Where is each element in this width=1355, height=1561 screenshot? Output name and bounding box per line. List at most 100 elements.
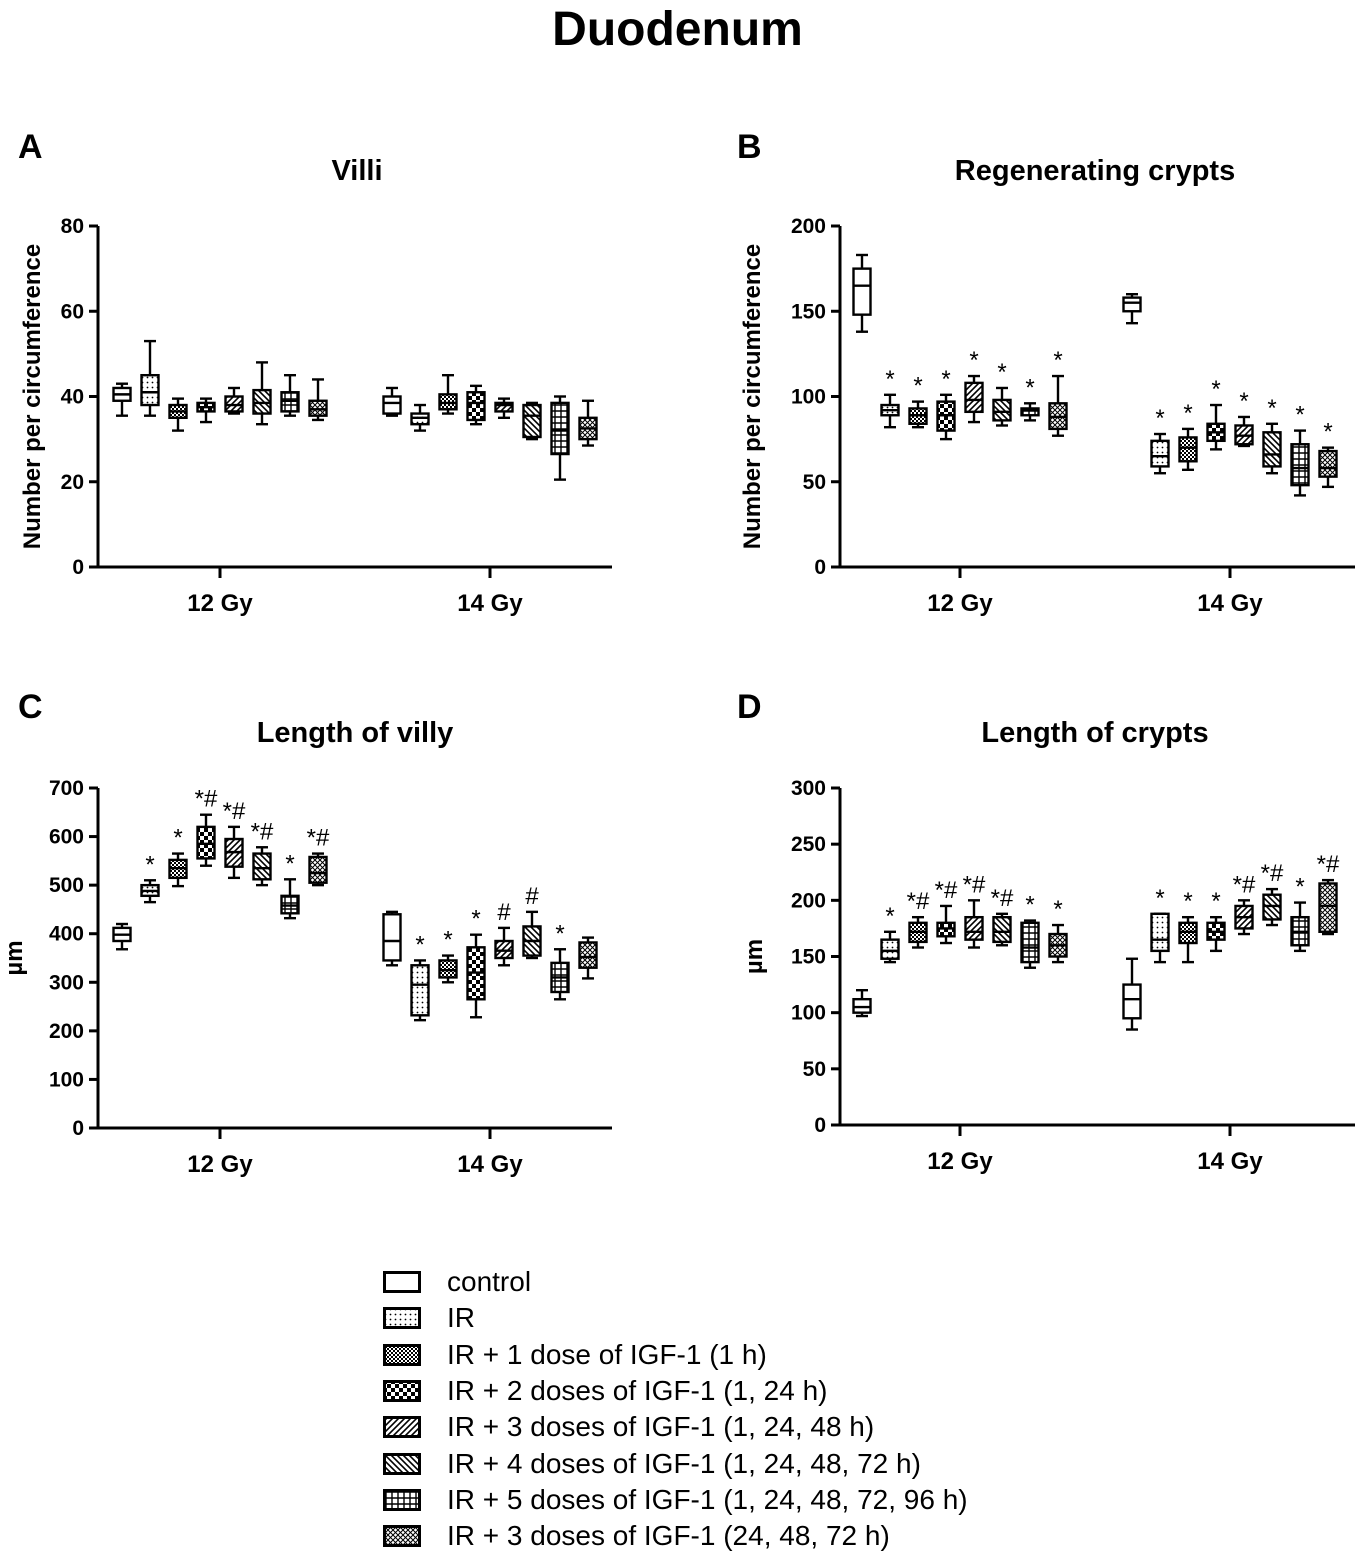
box bbox=[1150, 912, 1170, 953]
legend-swatch bbox=[383, 1307, 421, 1330]
y-tick-label: 0 bbox=[72, 1117, 84, 1140]
significance-label: * bbox=[1295, 402, 1304, 429]
box bbox=[1178, 436, 1198, 463]
significance-label: * bbox=[1025, 374, 1034, 401]
legend-item: IR + 1 dose of IGF-1 (1 h) bbox=[383, 1337, 968, 1373]
y-tick-label: 400 bbox=[49, 923, 84, 946]
legend-item: IR + 5 doses of IGF-1 (1, 24, 48, 72, 96… bbox=[383, 1482, 968, 1518]
box bbox=[410, 964, 430, 1017]
significance-label: * bbox=[1239, 388, 1248, 415]
significance-label: * bbox=[1025, 892, 1034, 919]
box bbox=[196, 825, 216, 860]
significance-label: * bbox=[997, 359, 1006, 386]
y-tick-label: 50 bbox=[803, 471, 826, 494]
panel-title: Regenerating crypts bbox=[955, 155, 1235, 187]
legend: control IR IR + 1 dose of IGF-1 (1 h) IR… bbox=[383, 1264, 968, 1554]
box bbox=[1122, 983, 1142, 1020]
panel-title: Length of villy bbox=[257, 717, 454, 749]
box bbox=[578, 941, 598, 969]
legend-swatch bbox=[383, 1452, 421, 1475]
x-tick-label: 14 Gy bbox=[1197, 1148, 1263, 1175]
box bbox=[522, 403, 542, 439]
legend-label: IR + 2 doses of IGF-1 (1, 24 h) bbox=[447, 1375, 828, 1407]
significance-label: * bbox=[1053, 347, 1062, 374]
panel-letter: B bbox=[737, 128, 762, 166]
box bbox=[880, 938, 900, 960]
legend-label: IR + 4 doses of IGF-1 (1, 24, 48, 72 h) bbox=[447, 1447, 921, 1479]
legend-swatch bbox=[383, 1416, 421, 1439]
legend-item: control bbox=[383, 1264, 968, 1300]
y-tick-label: 0 bbox=[814, 556, 826, 579]
figure-canvas: A Villi 0 20 40 60 80 Number per circumference 1… bbox=[1, 128, 1355, 1178]
legend-label: IR bbox=[447, 1302, 475, 1334]
y-tick-label: 0 bbox=[814, 1114, 826, 1137]
box bbox=[1122, 296, 1142, 313]
y-tick-label: 20 bbox=[61, 471, 84, 494]
significance-label: * bbox=[443, 927, 452, 954]
box bbox=[1318, 449, 1338, 478]
y-tick-label: 300 bbox=[791, 777, 826, 800]
legend-label: IR + 5 doses of IGF-1 (1, 24, 48, 72, 96… bbox=[447, 1483, 968, 1515]
significance-label: *# bbox=[223, 798, 246, 825]
significance-label: * bbox=[1183, 888, 1192, 915]
box bbox=[438, 959, 458, 979]
y-tick-label: 80 bbox=[61, 215, 84, 238]
y-tick-label: 300 bbox=[49, 971, 84, 994]
panel-letter: C bbox=[18, 688, 43, 726]
legend-label: IR + 3 doses of IGF-1 (1, 24, 48 h) bbox=[447, 1411, 875, 1443]
x-tick-label: 14 Gy bbox=[1197, 590, 1263, 617]
significance-label: * bbox=[1183, 400, 1192, 427]
significance-label: * bbox=[1155, 405, 1164, 432]
significance-label: *# bbox=[1233, 871, 1256, 898]
y-tick-label: 250 bbox=[791, 833, 826, 856]
figure-title: Duodenum bbox=[552, 3, 803, 56]
y-tick-label: 150 bbox=[791, 300, 826, 323]
box bbox=[308, 855, 328, 884]
y-tick-label: 200 bbox=[791, 889, 826, 912]
y-tick-label: 200 bbox=[49, 1020, 84, 1043]
legend-item: IR + 3 doses of IGF-1 (1, 24, 48 h) bbox=[383, 1409, 968, 1445]
box bbox=[550, 401, 570, 456]
legend-label: IR + 1 dose of IGF-1 (1 h) bbox=[447, 1338, 767, 1370]
significance-label: * bbox=[471, 906, 480, 933]
box bbox=[1020, 921, 1040, 964]
significance-label: *# bbox=[907, 888, 930, 915]
box bbox=[964, 381, 984, 414]
box bbox=[1150, 439, 1170, 468]
legend-swatch bbox=[383, 1525, 421, 1548]
legend-item: IR + 4 doses of IGF-1 (1, 24, 48, 72 h) bbox=[383, 1445, 968, 1481]
significance-label: *# bbox=[963, 871, 986, 898]
box bbox=[992, 398, 1012, 422]
box bbox=[992, 915, 1012, 944]
significance-label: *# bbox=[935, 877, 958, 904]
significance-label: * bbox=[415, 931, 424, 958]
y-tick-label: 60 bbox=[61, 300, 84, 323]
significance-label: * bbox=[885, 903, 894, 930]
legend-label: control bbox=[447, 1266, 532, 1298]
x-tick-label: 12 Gy bbox=[927, 590, 993, 617]
box bbox=[852, 267, 872, 316]
significance-label: *# bbox=[307, 825, 330, 852]
significance-label: * bbox=[173, 825, 182, 852]
legend-swatch bbox=[383, 1271, 421, 1294]
y-tick-label: 100 bbox=[791, 386, 826, 409]
significance-label: # bbox=[525, 883, 539, 910]
significance-label: * bbox=[1267, 395, 1276, 422]
x-tick-label: 12 Gy bbox=[927, 1148, 993, 1175]
y-tick-label: 40 bbox=[61, 386, 84, 409]
significance-label: * bbox=[1295, 874, 1304, 901]
box bbox=[466, 391, 486, 422]
y-axis-label: Number per circumference bbox=[739, 244, 766, 549]
significance-label: * bbox=[285, 850, 294, 877]
x-tick-label: 14 Gy bbox=[457, 1151, 523, 1178]
significance-label: * bbox=[913, 373, 922, 400]
legend-item: IR + 3 doses of IGF-1 (24, 48, 72 h) bbox=[383, 1518, 968, 1554]
box bbox=[1290, 443, 1310, 487]
significance-label: *# bbox=[1261, 860, 1284, 887]
significance-label: * bbox=[969, 347, 978, 374]
box bbox=[1262, 431, 1282, 468]
y-tick-label: 150 bbox=[791, 946, 826, 969]
significance-label: * bbox=[1211, 888, 1220, 915]
y-tick-label: 50 bbox=[803, 1058, 826, 1081]
y-axis-label: Number per circumference bbox=[19, 244, 46, 549]
